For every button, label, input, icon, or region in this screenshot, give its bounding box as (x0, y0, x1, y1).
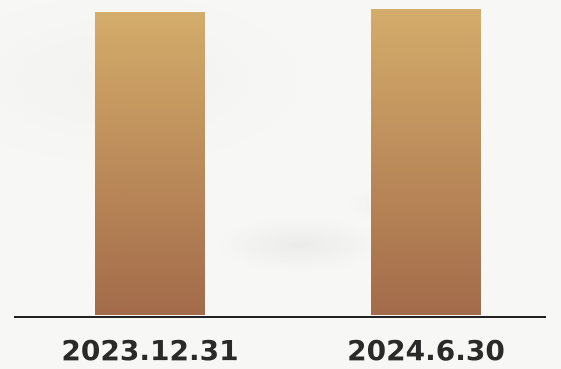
bar-2023.12.31 (95, 12, 205, 315)
bars-group (95, 9, 481, 315)
x-tick-label: 2024.6.30 (347, 334, 505, 367)
x-tick-labels: 2023.12.31 2024.6.30 (61, 334, 504, 367)
x-tick-label: 2023.12.31 (61, 334, 238, 367)
bar-2024.6.30 (371, 9, 481, 315)
